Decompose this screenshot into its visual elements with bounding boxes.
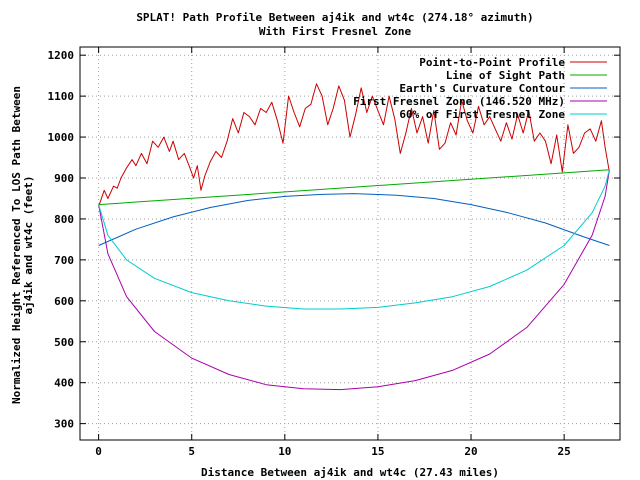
x-tick-label: 0 [95,445,102,458]
y-tick-label: 300 [54,418,74,431]
legend-label-2: Earth's Curvature Contour [399,82,565,95]
x-tick-label: 15 [371,445,384,458]
x-tick-label: 20 [464,445,477,458]
y-tick-label: 1100 [48,90,75,103]
y-tick-label: 800 [54,213,74,226]
series-line-2 [98,193,610,246]
y-tick-label: 1200 [48,49,75,62]
y-axis-label-line-1: Normalized Height Referenced To LOS Path… [10,86,23,404]
legend-label-3: First Fresnel Zone (146.520 MHz) [353,95,565,108]
y-tick-label: 500 [54,336,74,349]
series-lines [98,83,610,391]
legend-label-0: Point-to-Point Profile [419,56,565,69]
y-tick-label: 700 [54,254,74,267]
chart-title-line-1: SPLAT! Path Profile Between aj4ik and wt… [136,11,533,24]
legend-label-1: Line of Sight Path [446,69,565,82]
chart-title-line-2: With First Fresnel Zone [259,25,412,38]
y-tick-label: 400 [54,377,74,390]
x-axis-label: Distance Between aj4ik and wt4c (27.43 m… [201,466,499,479]
legend-label-4: 60% of First Fresnel Zone [399,108,565,121]
y-axis-label-line-2: aj4ik and wt4c (feet) [22,175,35,314]
series-line-3 [98,169,610,391]
y-tick-label: 600 [54,295,74,308]
y-tick-label: 1000 [48,131,75,144]
y-tick-label: 900 [54,172,74,185]
x-tick-label: 25 [558,445,571,458]
plot-frame [79,46,621,441]
x-tick-label: 5 [188,445,195,458]
series-line-1 [98,169,610,206]
axis-ticks: 300 400 500 600 700 800 900 1000 1100 1200 0 5 10 15 2… [48,47,620,458]
series-line-0 [98,83,610,207]
series-line-4 [98,169,610,310]
x-tick-label: 10 [278,445,291,458]
grid-lines [80,47,620,440]
